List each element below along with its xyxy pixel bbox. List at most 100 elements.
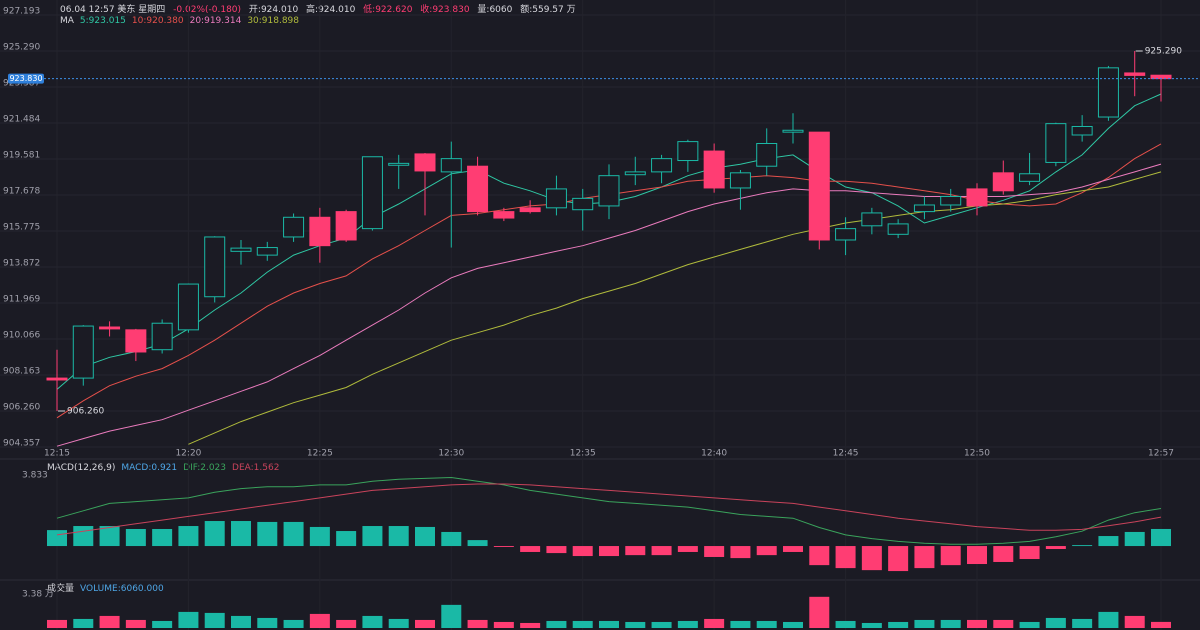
volume-bar	[572, 620, 593, 628]
y-tick-label: 906.260	[3, 403, 40, 413]
macd-bar	[1124, 531, 1145, 547]
candle-body	[256, 247, 278, 256]
x-tick-label: 12:15	[44, 449, 70, 459]
macd-bar	[783, 546, 803, 552]
y-tick-label: 925.290	[3, 43, 40, 53]
y-tick-label: 3.833	[22, 471, 48, 481]
candle-body	[414, 153, 436, 172]
volume-bar	[283, 619, 304, 628]
volume-bar	[1151, 621, 1171, 628]
volume-bar	[730, 620, 751, 628]
macd-bar	[861, 546, 882, 571]
candle-body	[467, 165, 489, 213]
volume-bar	[809, 596, 830, 628]
macd-line	[56, 483, 1162, 536]
candle-body	[651, 158, 673, 173]
macd-bar	[47, 530, 67, 547]
open: 开:924.010	[249, 4, 299, 15]
candle-body	[493, 211, 515, 219]
macd-bar	[99, 526, 120, 547]
legend-entry: MACD:0.921	[121, 463, 177, 473]
volume-bar	[1124, 615, 1145, 628]
macd-bar	[546, 546, 567, 554]
volume-bar	[204, 612, 225, 628]
volume-bar	[546, 620, 567, 628]
macd-bar	[493, 546, 514, 547]
x-tick-label: 12:50	[964, 449, 990, 459]
macd-bar	[336, 531, 357, 547]
candle-body	[756, 143, 778, 167]
macd-bar	[756, 546, 777, 556]
volume-bar	[940, 619, 961, 628]
macd-bar	[388, 526, 409, 547]
candle-body	[598, 175, 620, 207]
y-tick-label: 921.484	[3, 115, 40, 125]
volume-bar	[914, 619, 935, 628]
legend-entry: 5:923.015	[80, 16, 126, 26]
macd-bar	[651, 546, 672, 556]
volume-bar	[677, 620, 698, 628]
candle-body	[1124, 72, 1146, 76]
y-tick-label: 3.38 万	[22, 590, 54, 600]
volume-bar	[257, 617, 278, 628]
ma-line	[188, 171, 1162, 445]
macd-bar	[599, 546, 619, 557]
x-tick-label: 12:57	[1148, 449, 1174, 459]
macd-bar	[441, 531, 462, 547]
candle-body	[992, 172, 1014, 192]
volume-bar	[888, 621, 909, 628]
x-tick-label: 12:40	[701, 449, 727, 459]
macd-bar	[231, 521, 251, 547]
candle-body	[1071, 125, 1093, 136]
volume-bar	[362, 615, 383, 628]
close: 收:923.830	[420, 3, 470, 15]
volume-bar	[704, 618, 725, 628]
x-tick-label: 12:25	[307, 449, 333, 459]
candle-body	[861, 212, 883, 227]
candle-body	[99, 326, 121, 330]
candle-body	[335, 211, 357, 241]
volume-bar	[599, 620, 619, 628]
volume-bar	[520, 622, 541, 628]
macd-bar	[993, 546, 1014, 562]
candle-body	[913, 204, 935, 213]
macd-bar	[1019, 546, 1040, 560]
volume-bar	[651, 621, 672, 628]
candle-body	[46, 377, 68, 381]
x-tick-label: 12:45	[833, 449, 859, 459]
candle-body	[1045, 123, 1067, 163]
macd-bar	[73, 526, 94, 547]
max-label: 925.290	[1145, 47, 1182, 57]
min-label: 906.260	[67, 407, 104, 417]
last-price-tag	[8, 73, 44, 84]
macd-bar	[809, 546, 830, 566]
volume-bar	[99, 615, 120, 628]
volume-bar	[1045, 617, 1066, 628]
macd-bar	[415, 526, 435, 547]
y-tick-label: 911.969	[3, 295, 40, 305]
legend-entry: DIF:2.023	[183, 463, 226, 473]
volume-bar	[73, 618, 94, 628]
candle-body	[204, 236, 226, 298]
candle-body	[703, 150, 725, 189]
candle-body	[782, 129, 804, 133]
macd-bar	[178, 526, 199, 547]
candle-body	[677, 141, 699, 162]
candle-body	[624, 171, 646, 176]
x-tick-label: 12:30	[438, 449, 464, 459]
volume-bar	[835, 620, 856, 628]
volume-bar	[152, 620, 173, 628]
macd-bar	[704, 546, 725, 557]
macd-bar	[940, 546, 961, 566]
legend-entry: VOLUME:6060.000	[80, 584, 164, 594]
x-tick-label: 12:35	[570, 449, 596, 459]
volume-bar	[47, 619, 67, 628]
candle-body	[283, 216, 305, 238]
macd-bar	[1098, 536, 1119, 547]
macd-bar	[888, 546, 909, 572]
candle-body	[125, 329, 147, 353]
macd-bar	[467, 540, 488, 547]
macd-bar	[1151, 528, 1171, 547]
